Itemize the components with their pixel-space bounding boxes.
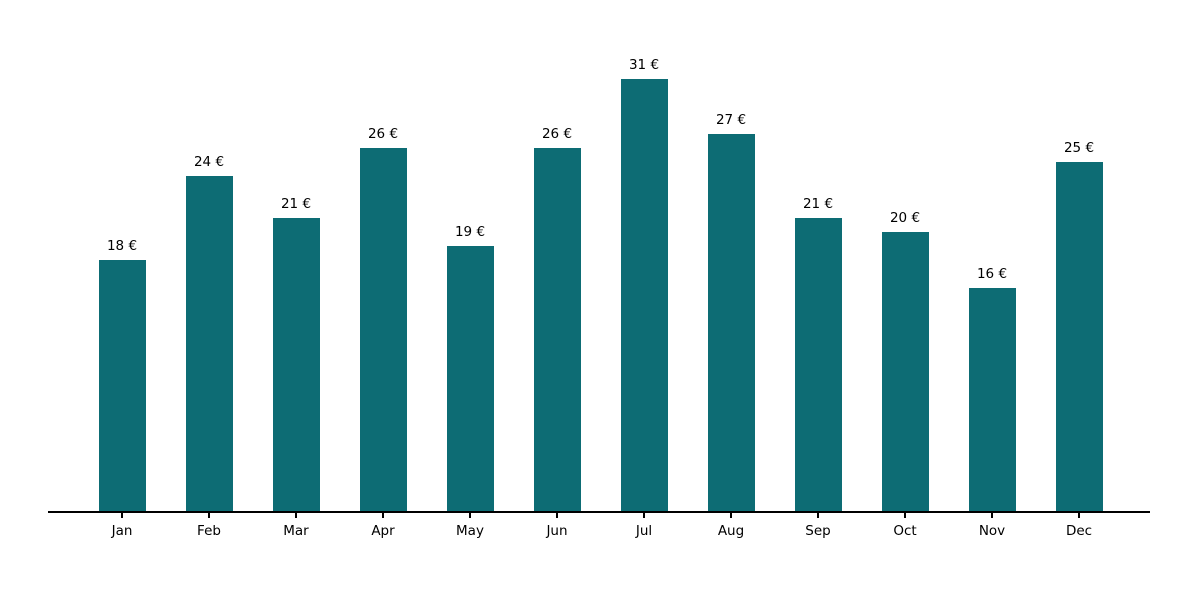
x-tick-label-jul: Jul [635, 522, 653, 539]
x-tick [382, 512, 384, 518]
bar-value-label: 18 € [106, 237, 138, 254]
x-tick [556, 512, 558, 518]
x-axis-line [48, 511, 1150, 513]
x-tick-label-jun: Jun [546, 522, 568, 539]
bar-aug [707, 134, 755, 511]
x-tick [643, 512, 645, 518]
x-tick [295, 512, 297, 518]
bar-may [446, 245, 494, 511]
bar-value-label: 20 € [889, 210, 921, 226]
x-tick [1078, 512, 1080, 518]
bar-apr [359, 148, 407, 511]
x-tick [991, 512, 993, 518]
x-tick-label-may: May [456, 522, 484, 539]
bar-value-label: 26 € [541, 126, 573, 143]
x-tick-label-sep: Sep [805, 522, 831, 539]
x-tick-label-mar: Mar [283, 522, 309, 539]
x-tick-label-feb: Feb [197, 522, 221, 539]
bar-value-label: 16 € [976, 265, 1008, 282]
x-tick [730, 512, 732, 518]
bar-value-label: 26 € [367, 126, 399, 143]
x-tick [121, 512, 123, 518]
x-tick-label-oct: Oct [893, 522, 917, 539]
bar-feb [185, 176, 233, 511]
bar-oct [881, 232, 929, 511]
x-tick-label-aug: Aug [717, 522, 745, 539]
bar-value-label: 25 € [1063, 140, 1095, 157]
bar-value-label: 19 € [454, 223, 486, 240]
bar-value-label: 31 € [628, 56, 660, 73]
bar-dec [1055, 162, 1103, 511]
x-tick-label-dec: Dec [1065, 522, 1093, 539]
bar-nov [968, 287, 1016, 511]
x-tick [817, 512, 819, 518]
x-tick [469, 512, 471, 518]
bar-jan [98, 259, 146, 511]
bar-jul [620, 78, 668, 511]
bar-value-label: 21 € [802, 196, 834, 213]
x-tick-label-apr: Apr [371, 522, 395, 539]
x-tick-label-jan: Jan [111, 522, 133, 539]
bar-value-label: 24 € [193, 154, 225, 171]
bar-value-label: 27 € [715, 112, 747, 129]
bar-jun [533, 148, 581, 511]
bar-sep [794, 218, 842, 511]
x-tick-label-nov: Nov [978, 522, 1006, 539]
bar-mar [272, 218, 320, 511]
x-tick [208, 512, 210, 518]
bar-value-label: 21 € [280, 196, 312, 213]
x-tick [904, 512, 906, 518]
